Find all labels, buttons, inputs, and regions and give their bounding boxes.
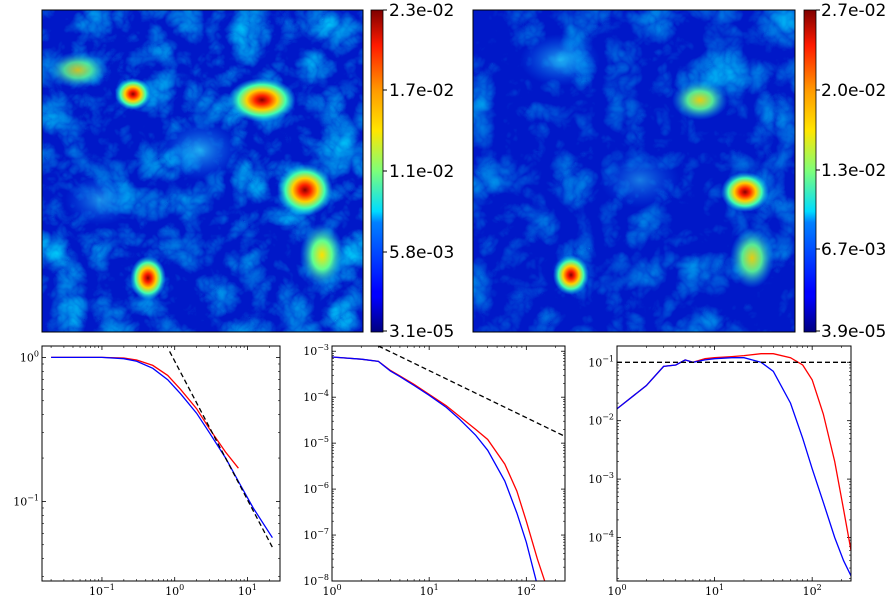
heatmap-right-frame (472, 9, 796, 333)
series-line (332, 356, 537, 581)
heatmap-left-frame (41, 9, 364, 333)
heatmap-right (473, 10, 795, 332)
plot-frame (331, 345, 566, 582)
colorbar-left-tick: 2.3e-02 (389, 1, 454, 21)
colorbar-right-tick: 2.0e-02 (821, 81, 886, 101)
colorbar-left: 2.3e-02 1.7e-02 1.1e-02 5.8e-03 3.1e-05 (370, 1, 454, 342)
x-tick-label: 100 (607, 583, 626, 598)
colorbar-right-tick: 3.9e-05 (821, 322, 886, 342)
x-tick-label: 102 (517, 583, 536, 598)
colorbar-right-tick: 1.3e-02 (821, 161, 886, 181)
y-tick-label: 10−7 (303, 527, 329, 542)
x-tick-label: 101 (705, 583, 724, 598)
y-tick-label: 10−4 (588, 530, 614, 545)
x-tick-label: 100 (322, 583, 341, 598)
y-tick-label: 10−4 (303, 389, 329, 404)
series-line (332, 356, 546, 581)
series-line (617, 357, 851, 577)
colorbar-left-tick: 1.7e-02 (389, 81, 454, 101)
colorbar-right: 2.7e-02 2.0e-02 1.3e-02 6.7e-03 3.9e-05 (803, 1, 886, 342)
x-tick-label: 100 (165, 583, 184, 598)
x-tick-label: 10−1 (89, 583, 115, 598)
colorbar-left-tick: 1.1e-02 (389, 162, 454, 182)
series-line (51, 356, 273, 539)
x-tick-label: 102 (803, 583, 822, 598)
spectrum-plot-left: 10−1 100 101 10−1 100 (13, 345, 281, 598)
y-tick-label: 10−5 (303, 435, 329, 450)
colorbar-right-tick: 2.7e-02 (821, 1, 886, 21)
y-tick-label: 10−1 (588, 354, 614, 369)
x-tick-label: 101 (420, 583, 439, 598)
y-tick-label: 10−6 (303, 481, 329, 496)
spectrum-plot-right: 100 101 102 10−4 10−3 10−2 10−1 (588, 345, 852, 598)
y-tick-label: 10−2 (588, 413, 614, 428)
x-tick-label: 101 (238, 583, 257, 598)
y-tick-label: 100 (20, 349, 39, 364)
y-tick-label: 10−1 (13, 493, 39, 508)
reference-slope-line (378, 346, 565, 437)
colorbar-left-tick: 5.8e-03 (389, 243, 454, 263)
colorbar-right-tick: 6.7e-03 (821, 240, 886, 260)
plot-frame (616, 345, 852, 582)
reference-slope-line (169, 351, 273, 548)
heatmap-left (42, 10, 363, 332)
y-tick-label: 10−3 (303, 343, 329, 358)
y-tick-label: 10−3 (588, 471, 614, 486)
series-line (51, 356, 239, 469)
colorbar-left-tick: 3.1e-05 (389, 322, 454, 342)
plot-frame (41, 345, 281, 582)
series-line (617, 353, 851, 551)
